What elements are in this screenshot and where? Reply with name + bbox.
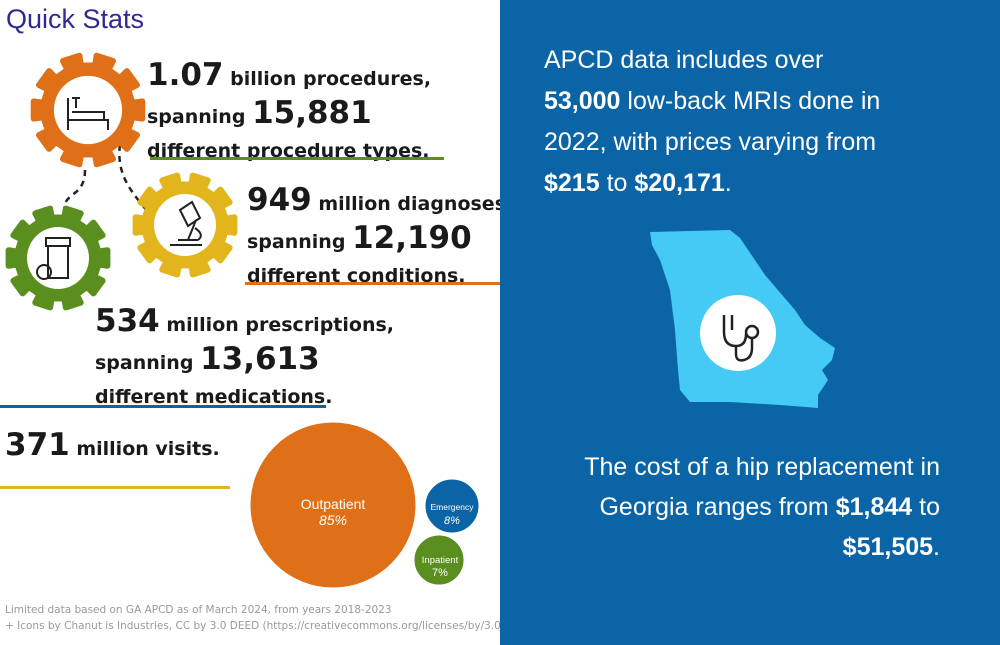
stat-prescriptions: 534 million prescriptions, spanning 13,6…: [95, 304, 394, 414]
footnote-source: Limited data based on GA APCD as of Marc…: [5, 604, 392, 616]
bubble-category: Outpatient: [300, 496, 366, 512]
bubble-label-inpatient: Inpatient 7%: [410, 554, 470, 580]
bubble-label-emergency: Emergency 8%: [422, 500, 482, 528]
hip-min-price: $1,844: [835, 493, 913, 521]
mri-line-4: $215 to $20,171.: [544, 163, 732, 204]
orange-gear: [30, 52, 146, 168]
stat-text: spanning: [247, 231, 346, 253]
hip-text: Georgia ranges from: [599, 493, 829, 521]
bubble-outpatient: [249, 421, 417, 589]
mri-count: 53,000: [544, 87, 621, 115]
mri-to: to: [606, 169, 628, 197]
stat-text: million diagnoses,: [318, 193, 514, 215]
mri-min-price: $215: [544, 169, 600, 197]
dashed-connector: [118, 144, 152, 216]
stethoscope-badge: [700, 295, 776, 371]
mri-text: low-back MRIs done in: [627, 87, 881, 115]
mri-max-price: $20,171: [634, 169, 725, 197]
right-panel: APCD data includes over 53,000 low-back …: [500, 0, 1000, 645]
page-title: Quick Stats: [6, 4, 145, 34]
bubble-value: 7%: [432, 567, 448, 579]
bubble-inpatient: [413, 534, 465, 586]
footnote-credit: + Icons by Chanut is Industries, CC by 3…: [5, 620, 267, 632]
stat-text: different procedure types.: [147, 140, 430, 162]
hip-period: .: [933, 533, 940, 561]
bubble-category: Emergency: [430, 502, 474, 512]
hip-line-2: Georgia ranges from $1,844 to: [599, 487, 940, 528]
hospital-bed-icon: [67, 97, 109, 130]
mri-line-3: 2022, with prices varying from: [544, 128, 877, 156]
visits-bubble-chart: [249, 421, 480, 589]
stat-number: 1.07: [147, 57, 224, 93]
stat-text: different medications.: [95, 386, 333, 408]
stat-procedures: 1.07 billion procedures, spanning 15,881…: [147, 58, 431, 168]
hip-line-3: $51,505.: [843, 527, 940, 568]
stat-text: million visits.: [76, 438, 220, 460]
mri-period: .: [724, 169, 732, 197]
stat-diagnoses: 949 million diagnoses, spanning 12,190 d…: [247, 183, 513, 293]
hip-to: to: [919, 493, 940, 521]
stat-number: 13,613: [200, 341, 320, 377]
license-link[interactable]: https://creativecommons.org/licenses/by/…: [266, 620, 505, 632]
stat-text: spanning: [147, 106, 246, 128]
stat-number: 371: [5, 427, 70, 463]
stat-number: 949: [247, 182, 312, 218]
stat-number: 12,190: [352, 220, 472, 256]
stat-number: 534: [95, 303, 160, 339]
stethoscope-icon: [722, 315, 760, 362]
gear-graphics: [5, 52, 238, 311]
stat-visits: 371 million visits.: [5, 428, 220, 466]
hip-line-1: The cost of a hip replacement in: [584, 453, 940, 481]
bubble-value: 85%: [318, 512, 348, 528]
georgia-map: [650, 230, 835, 408]
blue-divider: [0, 405, 326, 408]
bubble-value: 8%: [444, 515, 460, 527]
green-divider: [150, 157, 444, 160]
bubble-label-outpatient: Outpatient 85%: [273, 496, 393, 528]
stat-text: million prescriptions,: [166, 314, 395, 336]
stat-text: spanning: [95, 352, 194, 374]
bubble-category: Inpatient: [421, 555, 459, 566]
hip-max-price: $51,505: [842, 533, 934, 561]
prescription-bottle-icon: [36, 237, 71, 280]
bubble-emergency: [424, 478, 480, 534]
mri-line-1: APCD data includes over: [544, 46, 824, 74]
mri-line-2: 53,000 low-back MRIs done in: [544, 81, 880, 122]
yellow-gear: [132, 172, 238, 278]
yellow-divider: [0, 486, 230, 489]
footnote: Limited data based on GA APCD as of Marc…: [5, 602, 508, 634]
orange-divider: [245, 282, 500, 285]
green-gear: [5, 205, 111, 311]
stat-text: billion procedures,: [230, 68, 432, 90]
stat-number: 15,881: [252, 95, 372, 131]
stat-text: different conditions.: [247, 265, 466, 287]
microscope-icon: [170, 200, 202, 246]
